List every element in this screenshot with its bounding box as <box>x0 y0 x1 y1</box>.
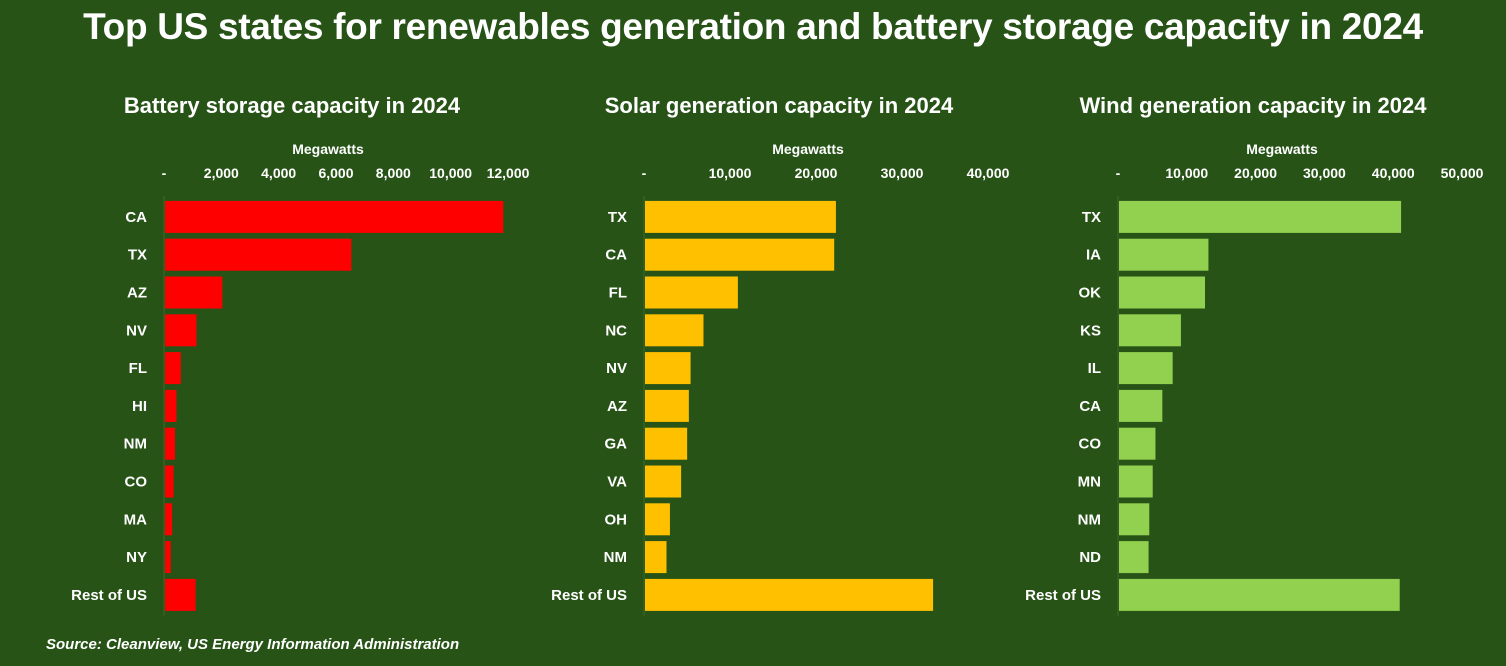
battery-bar-tx <box>165 238 352 271</box>
solar-category-label: TX <box>608 209 627 226</box>
wind-category-label: TX <box>1082 209 1101 226</box>
wind-bar-co <box>1119 427 1156 460</box>
wind-tick-label: 50,000 <box>1441 165 1484 181</box>
solar-category-label: OH <box>605 511 628 528</box>
battery-category-label: CO <box>125 474 148 491</box>
battery-category-label: NM <box>124 436 147 453</box>
solar-tick-label: 10,000 <box>709 165 752 181</box>
battery-category-label: NV <box>126 322 147 339</box>
battery-tick-label: 8,000 <box>376 165 411 181</box>
battery-tick-label: 6,000 <box>318 165 353 181</box>
solar-category-label: NC <box>605 322 627 339</box>
wind-bar-nd <box>1119 541 1149 574</box>
solar-category-label: VA <box>607 474 627 491</box>
solar-tick-label: 20,000 <box>795 165 838 181</box>
solar-tick-label: - <box>642 165 647 181</box>
wind-bar-ks <box>1119 314 1181 347</box>
battery-bar-co <box>165 465 174 498</box>
wind-category-label: Rest of US <box>1025 587 1101 604</box>
solar-bar-nc <box>645 314 704 347</box>
solar-bar-rest-of-us <box>645 578 934 611</box>
solar-bar-ca <box>645 238 835 271</box>
wind-category-label: CA <box>1079 398 1101 415</box>
battery-bar-ca <box>165 200 504 233</box>
battery-bar-az <box>165 276 223 309</box>
wind-category-label: ND <box>1079 549 1101 566</box>
wind-tick-label: 40,000 <box>1372 165 1415 181</box>
solar-tick-label: 40,000 <box>967 165 1010 181</box>
battery-category-label: HI <box>132 398 147 415</box>
battery-tick-label: 2,000 <box>204 165 239 181</box>
battery-category-label: AZ <box>127 285 147 302</box>
solar-category-label: NM <box>604 549 627 566</box>
solar-bar-fl <box>645 276 738 309</box>
main-title: Top US states for renewables generation … <box>83 6 1423 47</box>
solar-tick-label: 30,000 <box>881 165 924 181</box>
wind-bar-nm <box>1119 503 1150 536</box>
wind-bar-ok <box>1119 276 1205 309</box>
battery-tick-label: 10,000 <box>429 165 472 181</box>
solar-category-label: GA <box>605 436 628 453</box>
battery-tick-label: 12,000 <box>487 165 530 181</box>
wind-bar-tx <box>1119 200 1402 233</box>
battery-category-label: CA <box>125 209 147 226</box>
wind-bar-ia <box>1119 238 1209 271</box>
solar-category-label: FL <box>609 285 627 302</box>
wind-category-label: NM <box>1078 511 1101 528</box>
wind-category-label: IA <box>1086 247 1101 264</box>
solar-category-label: Rest of US <box>551 587 627 604</box>
battery-category-label: Rest of US <box>71 587 147 604</box>
battery-tick-label: - <box>162 165 167 181</box>
wind-category-label: OK <box>1079 285 1102 302</box>
solar-bar-ga <box>645 427 688 460</box>
battery-axis-label: Megawatts <box>292 141 364 157</box>
wind-tick-label: 30,000 <box>1303 165 1346 181</box>
solar-bar-az <box>645 389 689 422</box>
battery-category-label: MA <box>124 511 147 528</box>
battery-bar-rest-of-us <box>165 578 196 611</box>
wind-category-label: IL <box>1088 360 1101 377</box>
wind-bar-ca <box>1119 389 1163 422</box>
battery-bar-ma <box>165 503 173 536</box>
solar-bar-va <box>645 465 682 498</box>
solar-bar-tx <box>645 200 836 233</box>
wind-tick-label: - <box>1116 165 1121 181</box>
wind-bar-il <box>1119 352 1173 385</box>
battery-bar-nm <box>165 427 176 460</box>
wind-category-label: CO <box>1079 436 1102 453</box>
solar-category-label: CA <box>605 247 627 264</box>
source-note: Source: Cleanview, US Energy Information… <box>46 636 460 653</box>
wind-bar-rest-of-us <box>1119 578 1400 611</box>
wind-axis-label: Megawatts <box>1246 141 1318 157</box>
wind-category-label: KS <box>1080 322 1101 339</box>
battery-category-label: FL <box>129 360 147 377</box>
battery-bar-fl <box>165 352 181 385</box>
wind-category-label: MN <box>1078 474 1101 491</box>
wind-bar-mn <box>1119 465 1153 498</box>
solar-chart-title: Solar generation capacity in 2024 <box>605 93 954 118</box>
battery-bar-hi <box>165 389 177 422</box>
battery-bar-nv <box>165 314 197 347</box>
solar-bar-oh <box>645 503 670 536</box>
battery-bar-ny <box>165 541 171 574</box>
solar-category-label: AZ <box>607 398 627 415</box>
wind-tick-label: 20,000 <box>1234 165 1277 181</box>
solar-bar-nm <box>645 541 667 574</box>
solar-axis-label: Megawatts <box>772 141 844 157</box>
battery-tick-label: 4,000 <box>261 165 296 181</box>
wind-tick-label: 10,000 <box>1165 165 1208 181</box>
solar-category-label: NV <box>606 360 627 377</box>
battery-chart-title: Battery storage capacity in 2024 <box>124 93 461 118</box>
wind-chart-title: Wind generation capacity in 2024 <box>1079 93 1427 118</box>
solar-bar-nv <box>645 352 691 385</box>
battery-category-label: TX <box>128 247 147 264</box>
battery-category-label: NY <box>126 549 147 566</box>
